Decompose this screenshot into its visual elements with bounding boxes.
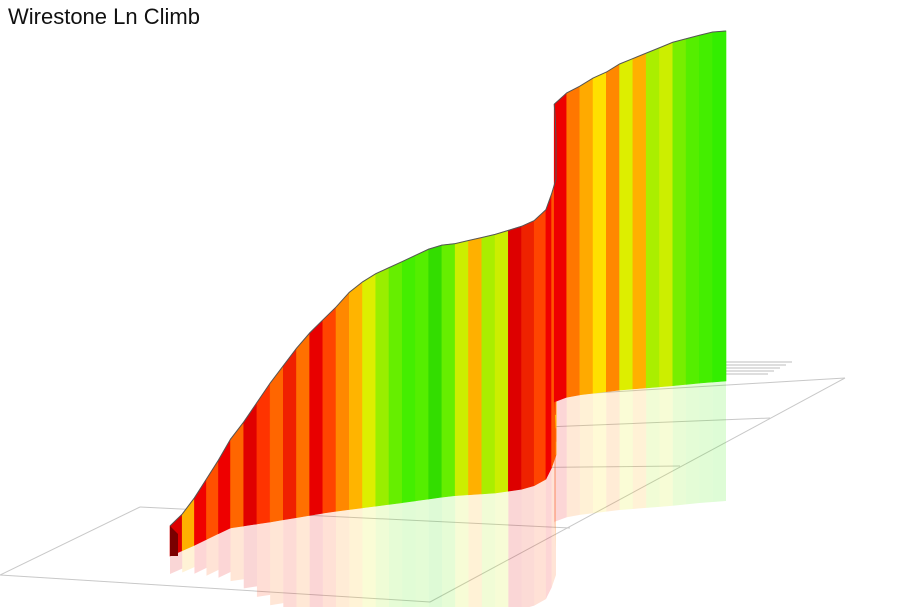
- reflection-segment: [362, 506, 376, 607]
- reflection-segment: [686, 383, 700, 505]
- reflection-segment: [256, 521, 271, 597]
- grid-line: [429, 377, 846, 603]
- reflection-segment: [230, 525, 244, 582]
- gradient-segment: [659, 41, 674, 388]
- reflection-segment: [632, 387, 647, 509]
- gradient-segment: [256, 382, 271, 525]
- gradient-segment: [645, 47, 660, 389]
- reflection-segment: [455, 494, 469, 607]
- reflection-segment: [336, 509, 350, 607]
- gradient-segment: [468, 237, 483, 496]
- elevation-ribbon: [169, 30, 727, 557]
- gradient-segment: [348, 281, 363, 510]
- gradient-segment: [243, 401, 258, 527]
- gradient-segment: [712, 30, 727, 383]
- gradient-segment: [283, 347, 297, 521]
- gradient-segment: [672, 38, 687, 387]
- reflection-segment: [182, 545, 195, 573]
- reflection-segment: [545, 467, 552, 600]
- gradient-segment: [309, 319, 324, 516]
- reflection-segment: [194, 539, 207, 574]
- reflection-segment: [659, 385, 673, 507]
- reflection-segment: [551, 455, 556, 588]
- reflection-segment: [428, 497, 442, 607]
- gradient-segment: [230, 421, 245, 529]
- gradient-segment: [566, 85, 581, 398]
- profile-top-edge: [169, 30, 727, 527]
- grid-line: [0, 574, 431, 603]
- reflection-segment: [375, 504, 390, 607]
- reflection-segment: [699, 382, 713, 504]
- gradient-segment: [454, 240, 469, 496]
- gradient-segment: [619, 58, 634, 391]
- gradient-segment: [441, 243, 456, 498]
- gradient-segment: [269, 364, 284, 523]
- gradient-segment: [335, 291, 350, 512]
- reflection-segment: [646, 386, 660, 508]
- reflection-segment: [593, 391, 607, 514]
- ribbon-start-cap: [170, 526, 178, 556]
- reflection-segment: [349, 507, 363, 607]
- gradient-segment: [685, 34, 700, 385]
- reflection-segment: [566, 394, 580, 518]
- reflection-segment: [270, 519, 284, 606]
- reflection-segment: [283, 517, 297, 607]
- gradient-segment: [401, 254, 416, 504]
- reflection-segment: [579, 393, 594, 515]
- reflection-segment: [619, 388, 633, 511]
- gradient-segment: [494, 229, 509, 494]
- reflection-segment: [534, 479, 546, 606]
- gradient-segment: [545, 193, 552, 480]
- gradient-segment: [533, 209, 547, 487]
- reflection-segment: [495, 491, 509, 607]
- reflection-segment: [206, 533, 219, 576]
- gradient-segment: [481, 234, 496, 495]
- gradient-segment: [428, 244, 443, 500]
- grid-line: [0, 506, 141, 576]
- reflection-segment: [554, 397, 567, 522]
- reflection-segment: [322, 511, 337, 607]
- gradient-segment: [579, 77, 594, 396]
- reflection-segment: [481, 492, 496, 607]
- reflection-segment: [389, 502, 403, 607]
- reflection-segment: [672, 384, 687, 506]
- gradient-segment: [521, 220, 535, 490]
- reflection-segment: [606, 390, 620, 512]
- gradient-segment: [415, 248, 429, 502]
- gradient-segment: [606, 63, 620, 392]
- reflection-segment: [218, 527, 231, 578]
- gradient-segment: [632, 52, 647, 390]
- chart-title: Wirestone Ln Climb: [8, 4, 200, 29]
- gradient-segment: [699, 31, 713, 384]
- gradient-segment: [218, 438, 231, 535]
- gradient-segment: [206, 459, 219, 540]
- reflection-segment: [296, 515, 310, 607]
- gradient-segment: [592, 71, 607, 394]
- reflection-segment: [243, 523, 257, 589]
- grid-line: [559, 377, 846, 396]
- gradient-segment: [296, 332, 310, 518]
- reflection-segment: [402, 500, 416, 607]
- gradient-segment: [322, 306, 337, 514]
- reflection-segment: [170, 550, 183, 574]
- gradient-segment: [388, 261, 403, 505]
- reflection-segment: [415, 498, 429, 607]
- ground-reflection: [170, 381, 726, 607]
- gradient-segment: [508, 225, 522, 492]
- reflection-segment: [508, 489, 522, 607]
- reflection-segment: [521, 485, 535, 607]
- reflection-segment: [441, 495, 456, 607]
- gradient-segment: [362, 273, 377, 509]
- gradient-segment: [375, 267, 390, 507]
- reflection-segment: [309, 513, 323, 607]
- reflection-segment: [712, 381, 726, 503]
- reflection-segment: [468, 493, 482, 607]
